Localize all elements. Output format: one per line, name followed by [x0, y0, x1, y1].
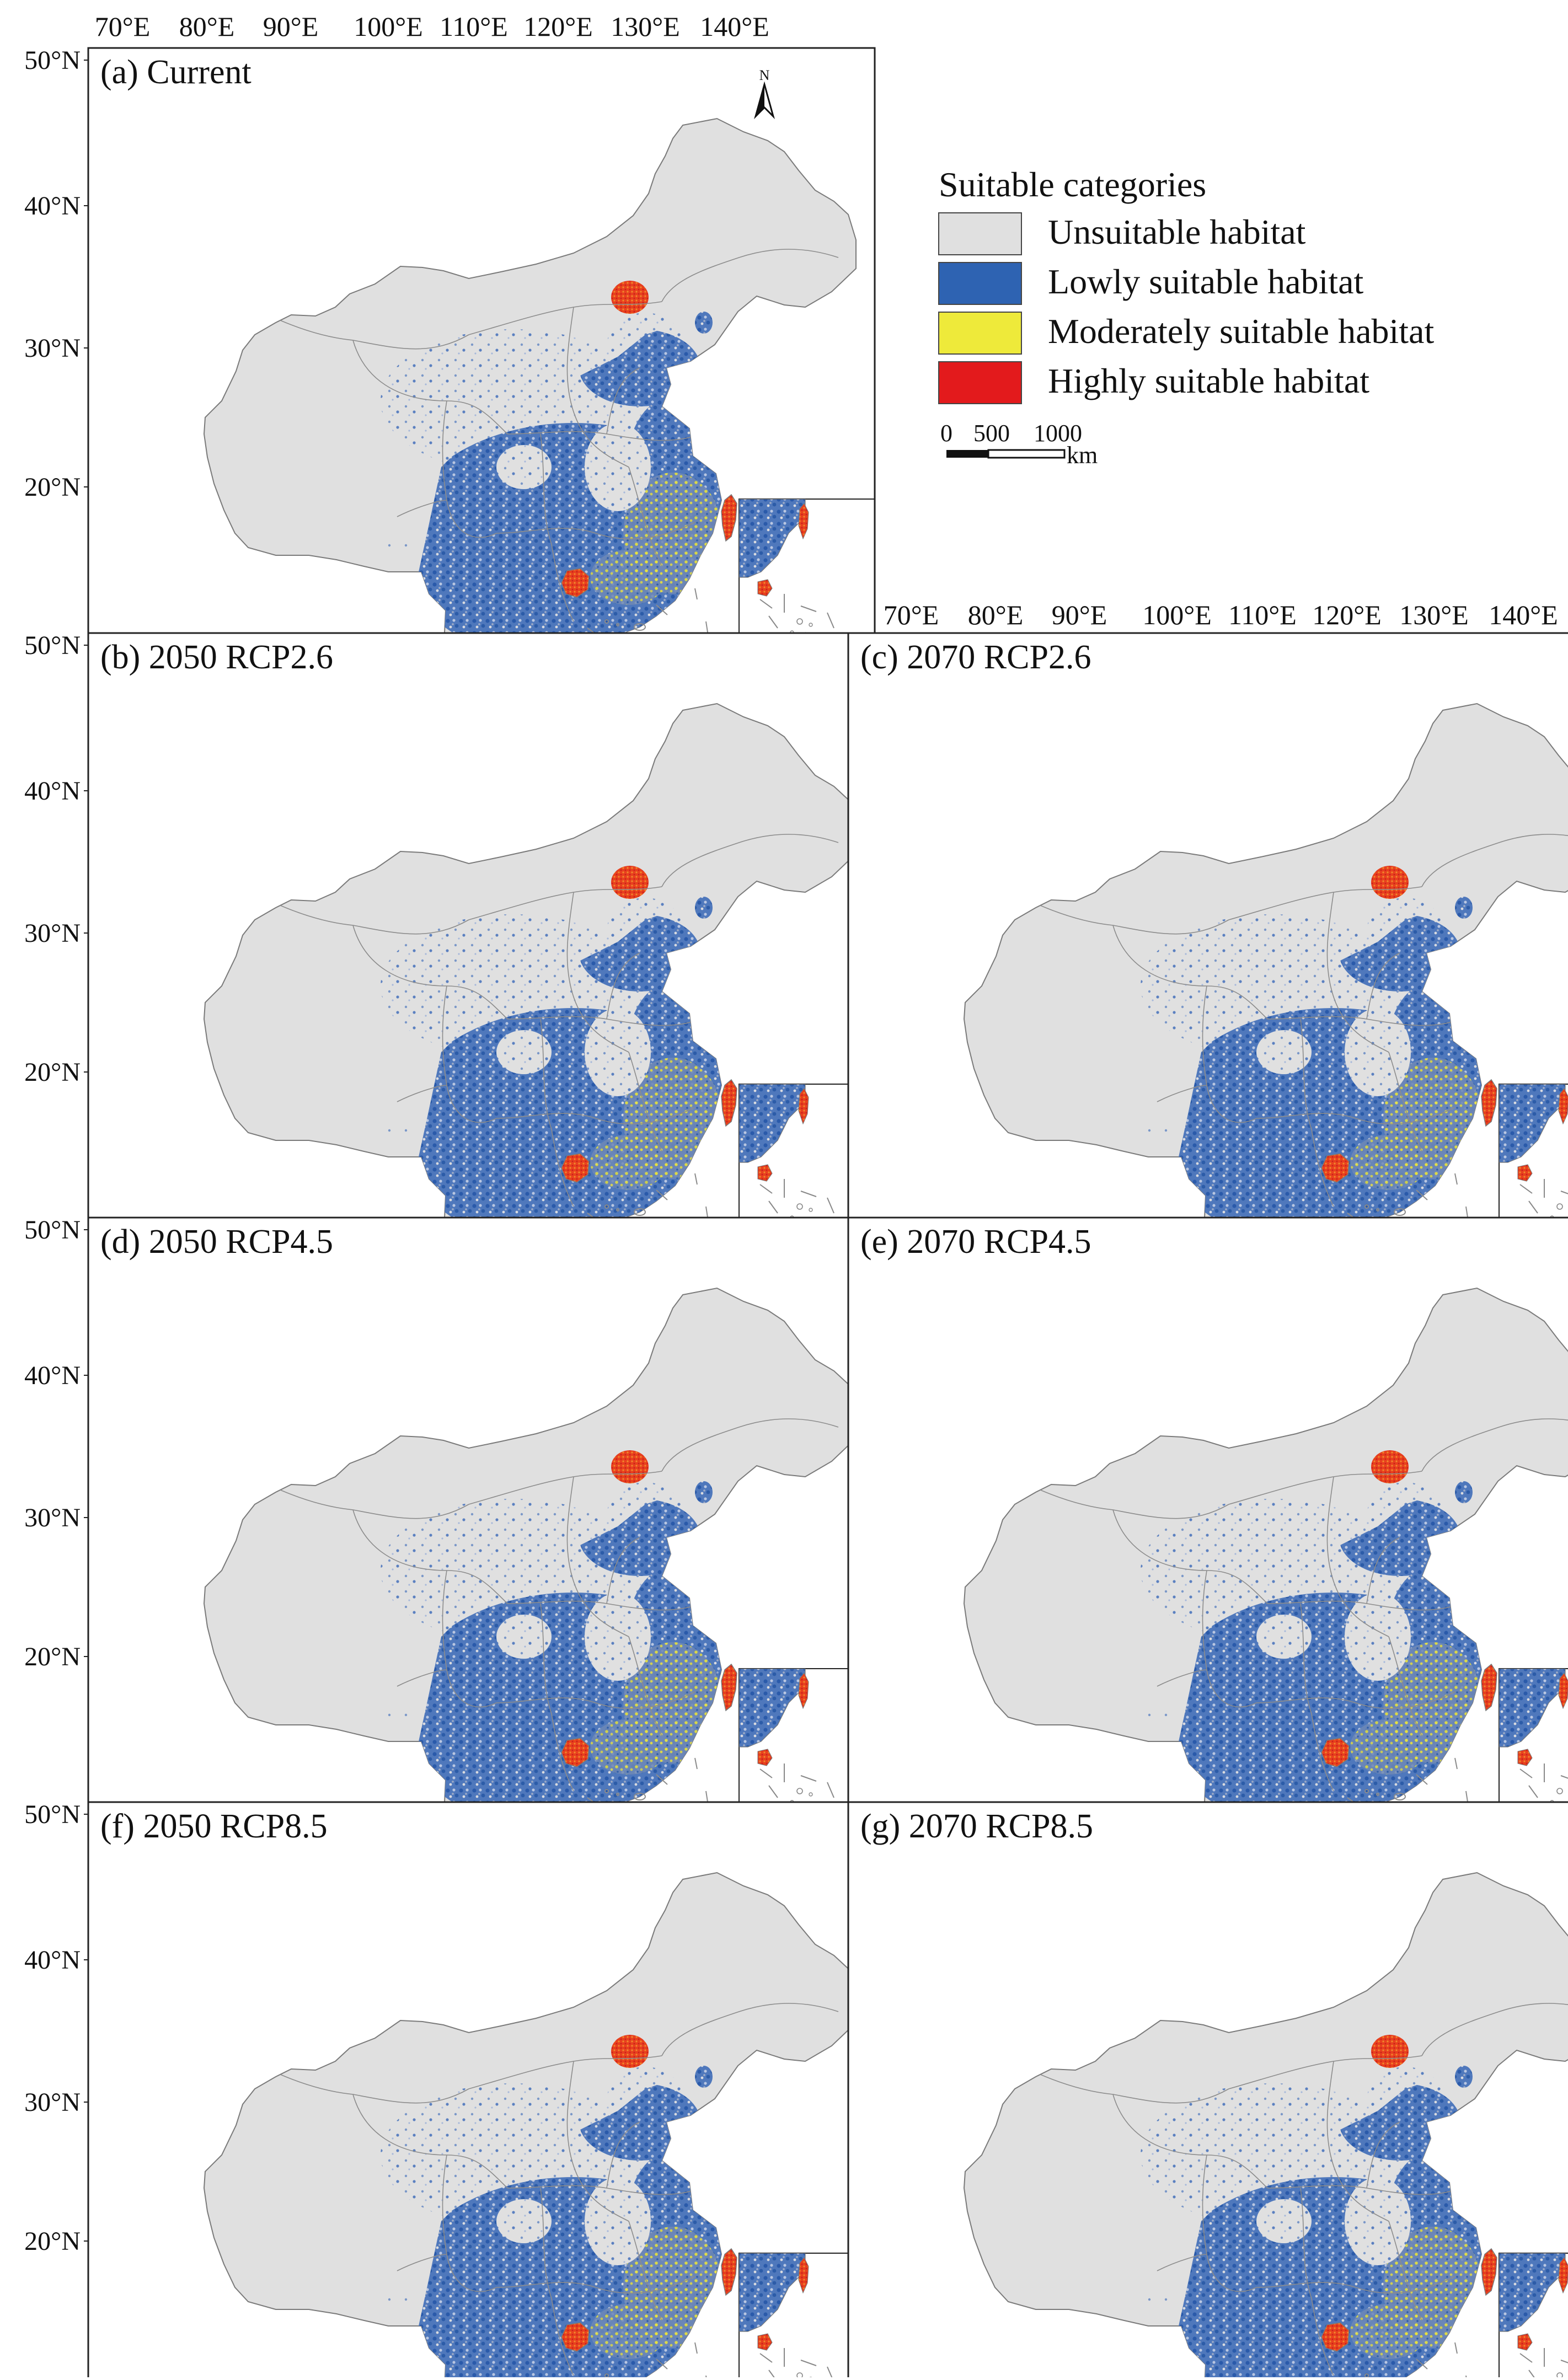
longitude-tick-label: 120°E	[523, 11, 593, 42]
scale-tick-label: 1000	[1034, 420, 1082, 447]
legend-item: Moderately suitable habitat	[938, 312, 1434, 355]
north-arrow-icon: N	[754, 67, 775, 120]
longitude-tick-label: 80°E	[179, 11, 235, 42]
legend-label: Moderately suitable habitat	[1048, 312, 1434, 351]
legend-item: Lowly suitable habitat	[938, 262, 1364, 305]
legend-label: Lowly suitable habitat	[1048, 262, 1364, 301]
legend-swatch	[938, 361, 1022, 404]
panel-title: (f) 2050 RCP8.5	[100, 1808, 328, 1845]
latitude-tick-label: 40°N	[24, 1361, 81, 1390]
latitude-tick-label: 30°N	[24, 919, 81, 948]
latitude-tick-label: 30°N	[24, 334, 81, 363]
latitude-tick-label: 50°N	[24, 1800, 81, 1829]
longitude-axis-top-left: 70°E 80°E 90°E 100°E 110°E 120°E 130°E 140°E	[95, 11, 769, 42]
map-panel-d: (d) 2050 RCP4.5 50°N 40°N 30°N 20°N	[24, 1215, 876, 1836]
legend-label: Highly suitable habitat	[1048, 361, 1369, 400]
longitude-tick-label: 80°E	[968, 599, 1024, 630]
longitude-tick-label: 90°E	[1052, 599, 1107, 630]
legend-swatch	[938, 312, 1022, 355]
map-panel-a: (a) Current N 50°N 40°N 30°N 20°N	[24, 46, 876, 667]
latitude-tick-label: 20°N	[24, 1058, 81, 1087]
longitude-tick-label: 90°E	[263, 11, 319, 42]
longitude-tick-label: 70°E	[884, 599, 939, 630]
longitude-tick-label: 140°E	[700, 11, 769, 42]
latitude-tick-label: 30°N	[24, 2088, 81, 2117]
longitude-tick-label: 100°E	[354, 11, 423, 42]
longitude-tick-label: 120°E	[1312, 599, 1382, 630]
legend: Suitable categories Unsuitable habitat Low…	[938, 165, 1434, 469]
longitude-tick-label: 70°E	[95, 11, 151, 42]
latitude-tick-label: 50°N	[24, 1215, 81, 1245]
latitude-tick-label: 20°N	[24, 473, 81, 502]
panel-title: (g) 2070 RCP8.5	[860, 1808, 1093, 1845]
longitude-tick-label: 100°E	[1142, 599, 1212, 630]
panel-frame	[847, 1801, 1568, 2380]
scale-tick-label: 500	[973, 420, 1010, 447]
map-panel-b: (b) 2050 RCP2.6 50°N 40°N 30°N 20°N	[24, 631, 876, 1252]
panel-title: (c) 2070 RCP2.6	[860, 639, 1091, 676]
map-panel-g: (g) 2070 RCP8.5	[847, 1801, 1568, 2380]
latitude-tick-label: 40°N	[24, 776, 81, 806]
legend-title: Suitable categories	[939, 165, 1206, 204]
scale-unit-label: km	[1067, 442, 1098, 469]
map-panel-f: (f) 2050 RCP8.5 50°N 40°N 30°N 20°N	[24, 1800, 876, 2380]
panel-title: (b) 2050 RCP2.6	[100, 639, 333, 676]
legend-item: Highly suitable habitat	[938, 361, 1369, 404]
legend-swatch	[938, 212, 1022, 255]
latitude-tick-label: 20°N	[24, 1642, 81, 1671]
map-panels: (a) Current N50°N40°N30°N20°N(b) 2050 RCP…	[24, 46, 1568, 2380]
panel-title: (e) 2070 RCP4.5	[860, 1223, 1091, 1261]
legend-label: Unsuitable habitat	[1048, 212, 1306, 251]
legend-item: Unsuitable habitat	[938, 212, 1306, 255]
panel-title: (a) Current	[100, 53, 251, 91]
longitude-tick-label: 110°E	[1228, 599, 1297, 630]
legend-swatch	[938, 262, 1022, 305]
longitude-axis-top-right: 70°E 80°E 90°E 100°E 110°E 120°E 130°E 140°E	[884, 599, 1558, 630]
longitude-tick-label: 140°E	[1489, 599, 1558, 630]
longitude-tick-label: 110°E	[440, 11, 508, 42]
latitude-tick-label: 30°N	[24, 1503, 81, 1532]
panel-title: (d) 2050 RCP4.5	[100, 1223, 333, 1261]
longitude-tick-label: 130°E	[1399, 599, 1469, 630]
latitude-tick-label: 40°N	[24, 191, 81, 221]
latitude-tick-label: 20°N	[24, 2227, 81, 2256]
svg-text:N: N	[759, 67, 770, 83]
latitude-tick-label: 50°N	[24, 631, 81, 660]
longitude-tick-label: 130°E	[611, 11, 680, 42]
map-panel-e: (e) 2070 RCP4.5	[847, 1216, 1568, 1836]
latitude-tick-label: 40°N	[24, 1945, 81, 1975]
latitude-tick-label: 50°N	[24, 46, 81, 75]
scale-tick-label: 0	[940, 420, 952, 447]
map-panel-c: (c) 2070 RCP2.6	[847, 632, 1568, 1252]
